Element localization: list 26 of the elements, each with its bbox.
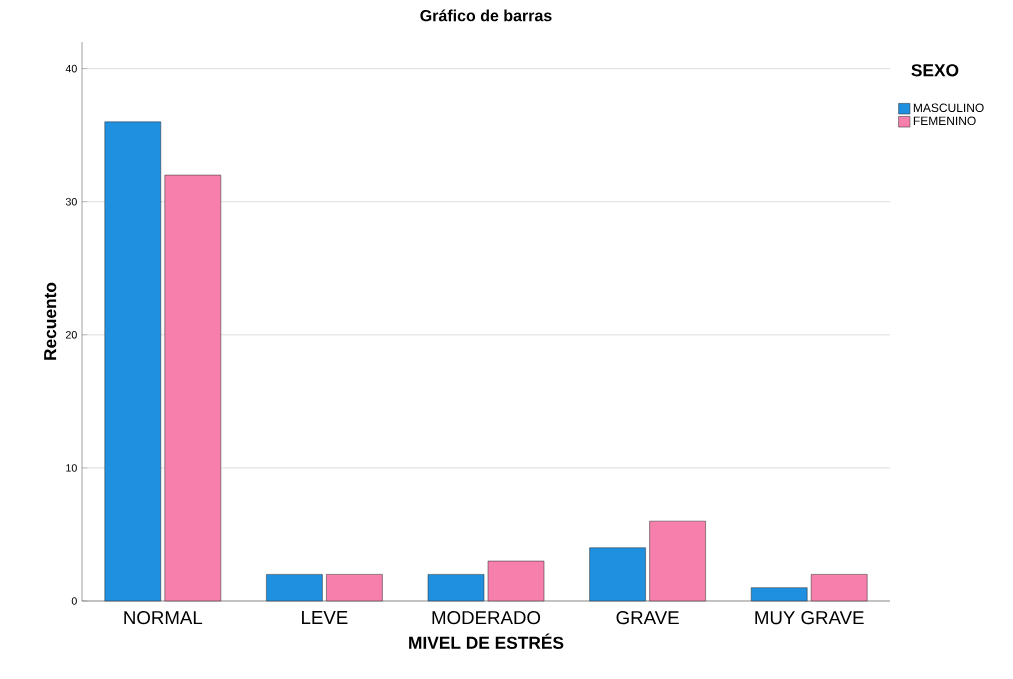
legend-label: FEMENINO — [913, 116, 976, 126]
y-axis-title: Recuento — [44, 282, 57, 360]
bar — [326, 574, 383, 602]
y-tick-label: 20 — [65, 331, 77, 339]
x-axis-title: MIVEL DE ESTRÉS — [409, 633, 564, 649]
chart-title: Gráfico de barras — [420, 9, 552, 22]
legend-label: MASCULINO — [913, 103, 984, 113]
x-tick-label: NORMAL — [124, 611, 203, 625]
bar — [649, 520, 706, 602]
y-tick-label: 0 — [71, 597, 77, 605]
bar — [427, 574, 485, 602]
bar — [750, 587, 808, 602]
bar — [810, 574, 868, 602]
legend-title: SEXO — [911, 64, 959, 77]
y-tick-label: 10 — [66, 464, 77, 472]
bar — [104, 121, 162, 602]
x-tick-label: MUY GRAVE — [755, 611, 864, 625]
x-tick-label: GRAVE — [616, 611, 679, 625]
bar — [589, 547, 646, 602]
x-tick-label: LEVE — [302, 611, 348, 624]
bar — [487, 560, 545, 602]
y-tick-label: 30 — [65, 197, 77, 206]
x-tick-label: MODERADO — [432, 611, 541, 625]
y-tick-label: 40 — [65, 64, 77, 73]
bar — [164, 174, 222, 602]
bar — [266, 574, 323, 602]
